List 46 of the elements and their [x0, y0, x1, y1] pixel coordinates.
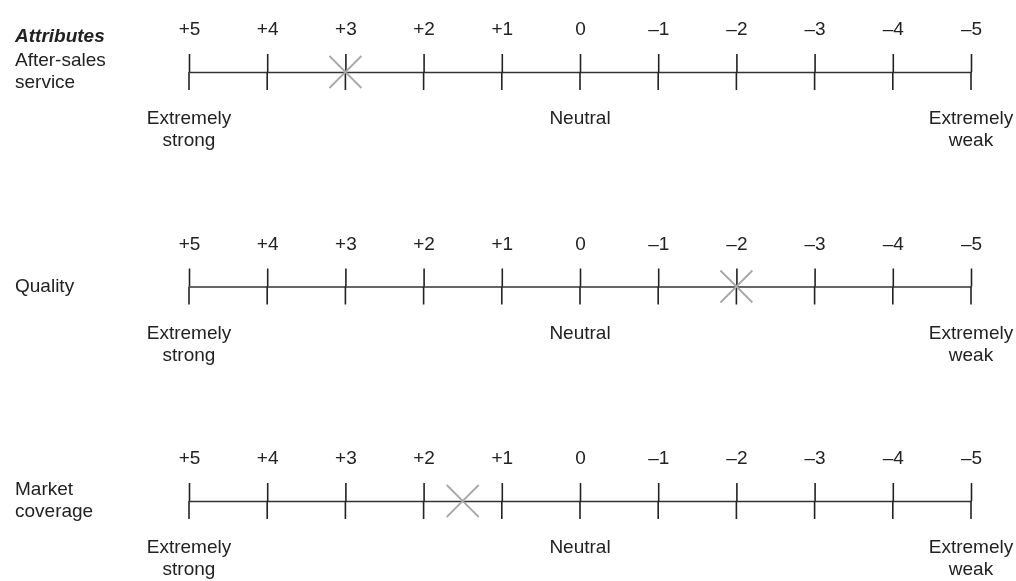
text: Neutral [549, 321, 611, 343]
annotation: Extremely strong [146, 107, 232, 151]
x-tick-label: –2 [726, 18, 748, 39]
text: –2 [726, 447, 748, 468]
text: +3 [335, 232, 357, 254]
text: +1 [491, 447, 514, 468]
text: 0 [575, 447, 586, 468]
text: Extremely weak [928, 536, 1014, 580]
text: Neutral [549, 536, 611, 558]
text: –4 [882, 447, 904, 468]
text: +5 [178, 447, 201, 468]
annotation: Extremely weak [928, 107, 1014, 151]
text: –5 [960, 232, 983, 254]
text: –5 [960, 447, 983, 468]
annotation: Neutral [549, 107, 611, 129]
text: –4 [882, 232, 904, 254]
x-tick-label: –5 [960, 18, 983, 39]
x-tick-label: +3 [335, 18, 357, 39]
text: –3 [804, 232, 826, 254]
text: –1 [648, 447, 670, 468]
text: +2 [413, 447, 435, 468]
y-tick-label: After-sales service [15, 49, 106, 93]
x-tick-label: –3 [804, 18, 826, 39]
text: +2 [413, 232, 435, 254]
y-axis-title: Attributes [14, 25, 105, 47]
text: +4 [256, 232, 279, 254]
text: –2 [726, 232, 748, 254]
text: Extremely weak [928, 321, 1014, 365]
x-tick-label: 0 [575, 18, 586, 39]
text: +5 [178, 232, 201, 254]
text: Extremely strong [146, 536, 232, 580]
text: 0 [575, 232, 586, 254]
x-tick-label: –1 [648, 18, 670, 39]
text: +4 [256, 447, 279, 468]
text: +3 [335, 447, 357, 468]
x-tick-label: +1 [491, 18, 514, 39]
x-tick-label: +2 [413, 18, 435, 39]
y-tick-label: Market coverage [15, 478, 94, 522]
text: –3 [804, 447, 826, 468]
x-tick-label: +5 [178, 18, 201, 39]
text: +1 [491, 232, 514, 254]
text: –1 [648, 232, 670, 254]
y-tick-label: Quality [15, 274, 75, 296]
x-tick-label: +4 [256, 18, 279, 39]
x-tick-label: –4 [882, 18, 905, 39]
text: Extremely strong [146, 321, 232, 365]
